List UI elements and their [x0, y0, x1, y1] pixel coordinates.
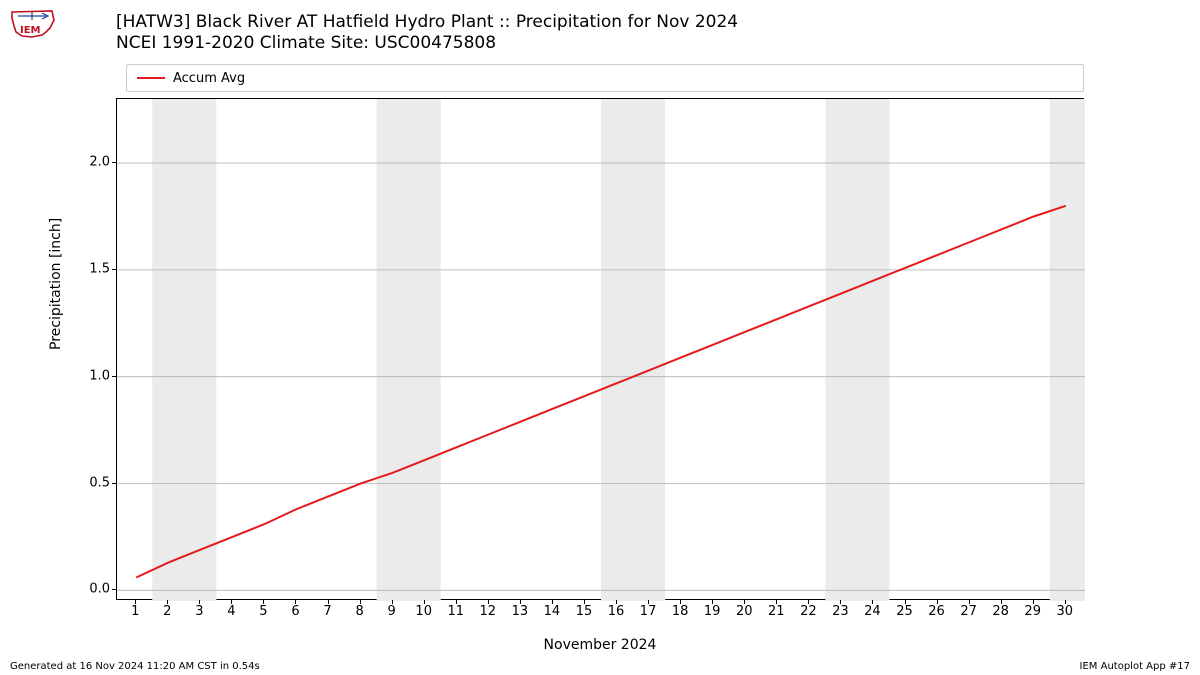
- x-tick-label: 24: [864, 604, 881, 619]
- x-tick-mark: [392, 600, 393, 604]
- x-tick-mark: [295, 600, 296, 604]
- legend-swatch: [137, 77, 165, 79]
- x-tick-label: 10: [415, 604, 432, 619]
- x-tick-label: 30: [1056, 604, 1073, 619]
- weekend-band: [825, 99, 889, 601]
- x-tick-label: 18: [672, 604, 689, 619]
- x-tick-label: 1: [131, 604, 139, 619]
- x-tick-mark: [1001, 600, 1002, 604]
- x-tick-mark: [263, 600, 264, 604]
- y-tick-label: 1.5: [70, 261, 110, 276]
- x-tick-label: 2: [163, 604, 171, 619]
- y-tick-label: 0.5: [70, 475, 110, 490]
- x-tick-mark: [776, 600, 777, 604]
- x-tick-mark: [135, 600, 136, 604]
- x-tick-label: 22: [800, 604, 817, 619]
- legend-label: Accum Avg: [173, 71, 245, 86]
- x-tick-label: 4: [227, 604, 235, 619]
- y-tick-mark: [112, 162, 116, 163]
- x-tick-mark: [648, 600, 649, 604]
- x-tick-mark: [840, 600, 841, 604]
- y-tick-mark: [112, 483, 116, 484]
- y-axis-label: Precipitation [inch]: [48, 218, 64, 350]
- x-tick-label: 28: [992, 604, 1009, 619]
- x-tick-mark: [712, 600, 713, 604]
- x-tick-label: 12: [480, 604, 497, 619]
- x-tick-mark: [328, 600, 329, 604]
- legend: Accum Avg: [126, 64, 1084, 92]
- x-tick-mark: [1065, 600, 1066, 604]
- x-tick-label: 11: [447, 604, 464, 619]
- x-tick-mark: [488, 600, 489, 604]
- x-tick-mark: [872, 600, 873, 604]
- x-tick-label: 14: [544, 604, 561, 619]
- x-tick-label: 6: [291, 604, 299, 619]
- x-tick-label: 15: [576, 604, 593, 619]
- x-tick-label: 29: [1024, 604, 1041, 619]
- x-tick-mark: [231, 600, 232, 604]
- x-tick-mark: [905, 600, 906, 604]
- x-tick-mark: [520, 600, 521, 604]
- weekend-band: [601, 99, 665, 601]
- x-tick-label: 19: [704, 604, 721, 619]
- x-tick-label: 3: [195, 604, 203, 619]
- x-tick-label: 5: [259, 604, 267, 619]
- plot-svg: [117, 99, 1085, 601]
- x-tick-mark: [552, 600, 553, 604]
- plot-area: [116, 98, 1084, 600]
- x-tick-mark: [456, 600, 457, 604]
- svg-text:IEM: IEM: [20, 25, 41, 36]
- x-tick-mark: [424, 600, 425, 604]
- y-tick-mark: [112, 269, 116, 270]
- x-tick-mark: [616, 600, 617, 604]
- x-tick-mark: [937, 600, 938, 604]
- x-tick-mark: [1033, 600, 1034, 604]
- iem-logo-icon: IEM: [8, 6, 58, 42]
- y-tick-label: 0.0: [70, 582, 110, 597]
- x-tick-mark: [680, 600, 681, 604]
- x-tick-label: 16: [608, 604, 625, 619]
- chart-title: [HATW3] Black River AT Hatfield Hydro Pl…: [116, 12, 738, 55]
- title-line-2: NCEI 1991-2020 Climate Site: USC00475808: [116, 33, 738, 54]
- x-tick-label: 17: [640, 604, 657, 619]
- x-tick-label: 21: [768, 604, 785, 619]
- x-tick-mark: [167, 600, 168, 604]
- footer-app: IEM Autoplot App #17: [1080, 661, 1190, 672]
- x-tick-label: 20: [736, 604, 753, 619]
- title-line-1: [HATW3] Black River AT Hatfield Hydro Pl…: [116, 12, 738, 33]
- y-tick-label: 2.0: [70, 155, 110, 170]
- weekend-band: [1050, 99, 1085, 601]
- x-tick-label: 8: [355, 604, 363, 619]
- x-tick-label: 27: [960, 604, 977, 619]
- x-tick-label: 23: [832, 604, 849, 619]
- x-tick-mark: [744, 600, 745, 604]
- x-tick-mark: [360, 600, 361, 604]
- x-tick-label: 7: [323, 604, 331, 619]
- x-axis-label: November 2024: [0, 637, 1200, 653]
- weekend-band: [152, 99, 216, 601]
- x-tick-mark: [199, 600, 200, 604]
- footer-generated: Generated at 16 Nov 2024 11:20 AM CST in…: [10, 661, 260, 672]
- y-tick-mark: [112, 376, 116, 377]
- x-tick-label: 9: [388, 604, 396, 619]
- x-tick-label: 26: [928, 604, 945, 619]
- x-tick-label: 25: [896, 604, 913, 619]
- x-tick-mark: [969, 600, 970, 604]
- x-tick-mark: [808, 600, 809, 604]
- x-tick-mark: [584, 600, 585, 604]
- weekend-band: [377, 99, 441, 601]
- x-tick-label: 13: [512, 604, 529, 619]
- y-tick-label: 1.0: [70, 368, 110, 383]
- y-tick-mark: [112, 589, 116, 590]
